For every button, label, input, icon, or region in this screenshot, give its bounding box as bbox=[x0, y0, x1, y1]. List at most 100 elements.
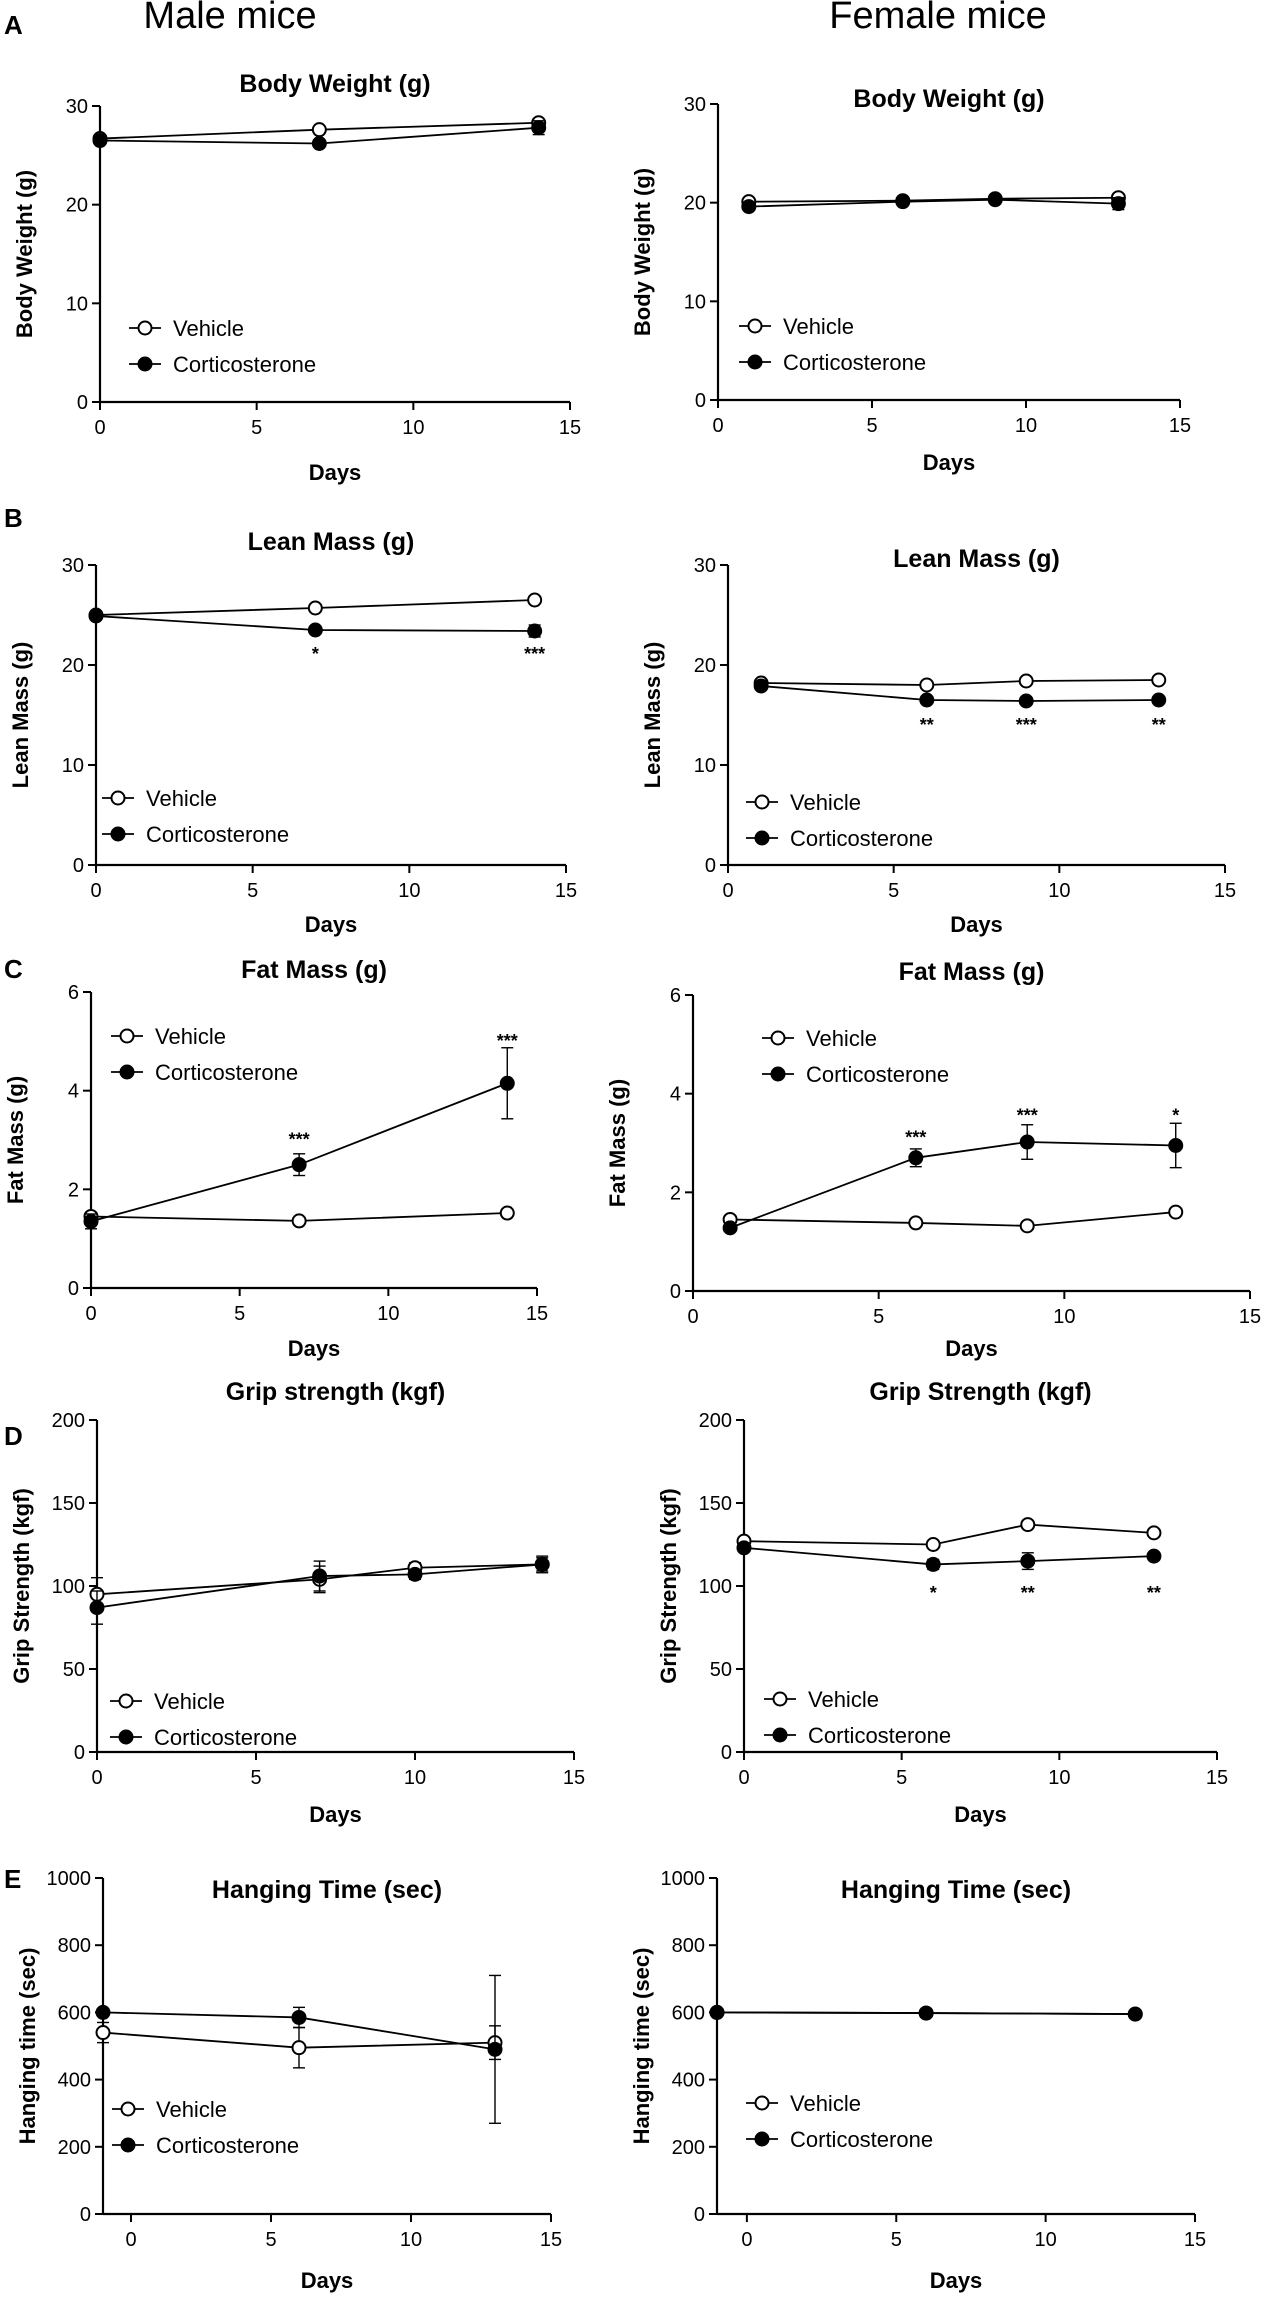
x-tick-label: 5 bbox=[234, 1303, 245, 1325]
data-point bbox=[1168, 1204, 1184, 1220]
y-tick-label: 0 bbox=[694, 2204, 705, 2226]
legend-label-vehicle: Vehicle bbox=[808, 1687, 879, 1712]
x-tick-label: 10 bbox=[377, 1303, 399, 1325]
x-tick-label: 15 bbox=[563, 1767, 585, 1789]
y-tick-label: 400 bbox=[58, 2070, 91, 2092]
y-tick-label: 400 bbox=[672, 2070, 705, 2092]
y-tick-label: 50 bbox=[63, 1659, 85, 1681]
chart-title: Lean Mass (g) bbox=[248, 528, 415, 556]
y-tick-label: 0 bbox=[77, 392, 88, 414]
x-tick-label: 10 bbox=[1048, 1767, 1070, 1789]
x-tick-label: 5 bbox=[251, 417, 262, 439]
y-tick-label: 20 bbox=[684, 193, 706, 215]
y-tick-label: 100 bbox=[699, 1576, 732, 1598]
x-tick-label: 5 bbox=[896, 1767, 907, 1789]
legend-label-corticosterone: Corticosterone bbox=[146, 822, 289, 847]
x-tick-label: 15 bbox=[1206, 1767, 1228, 1789]
data-point bbox=[709, 2004, 725, 2020]
data-point bbox=[1110, 196, 1126, 212]
data-point bbox=[95, 2004, 111, 2020]
x-tick-label: 15 bbox=[559, 417, 581, 439]
significance-marker: *** bbox=[289, 1130, 310, 1150]
x-tick-label: 0 bbox=[722, 880, 733, 902]
x-axis-label: Days bbox=[923, 450, 976, 475]
panel-letter-c: C bbox=[4, 954, 23, 984]
legend-marker-corticosterone bbox=[118, 1729, 134, 1745]
data-point bbox=[89, 1600, 105, 1616]
series-line bbox=[743, 1523, 1154, 1546]
y-tick-label: 0 bbox=[695, 390, 706, 412]
legend: Vehicle Corticosterone bbox=[111, 1024, 298, 1085]
data-point bbox=[1168, 1137, 1184, 1153]
data-point bbox=[895, 194, 911, 210]
chart-title: Grip strength (kgf) bbox=[226, 1378, 445, 1406]
y-tick-label: 600 bbox=[58, 2002, 91, 2024]
data-point bbox=[1019, 1218, 1035, 1234]
legend-label-vehicle: Vehicle bbox=[790, 790, 861, 815]
legend: Vehicle Corticosterone bbox=[102, 786, 289, 847]
data-point bbox=[919, 677, 935, 693]
y-tick-label: 0 bbox=[74, 1742, 85, 1764]
y-tick-label: 30 bbox=[694, 555, 716, 577]
series-corticosterone bbox=[83, 1047, 515, 1230]
y-tick-label: 30 bbox=[684, 94, 706, 116]
y-tick-label: 6 bbox=[670, 985, 681, 1007]
legend-marker-vehicle bbox=[110, 790, 126, 806]
series-line bbox=[748, 198, 1119, 208]
data-point bbox=[925, 1537, 941, 1552]
data-point bbox=[1019, 1134, 1035, 1150]
legend: Vehicle Corticosterone bbox=[762, 1026, 949, 1087]
data-point bbox=[1020, 1517, 1036, 1533]
chart-E-male: Hanging Time (sec) Days Hanging time (sec)… bbox=[15, 1868, 562, 2293]
legend-label-corticosterone: Corticosterone bbox=[154, 1725, 297, 1750]
legend-marker-corticosterone bbox=[754, 830, 770, 846]
x-tick-label: 5 bbox=[265, 2229, 276, 2251]
y-tick-label: 0 bbox=[670, 1281, 681, 1303]
x-tick-label: 15 bbox=[1214, 880, 1236, 902]
y-tick-label: 1000 bbox=[661, 1868, 706, 1890]
series-corticosterone bbox=[741, 192, 1126, 215]
data-point bbox=[311, 135, 327, 151]
chart-A-male: Body Weight (g) Days Body Weight (g) 0 10 20 3… bbox=[12, 70, 581, 485]
x-tick-label: 0 bbox=[90, 880, 101, 902]
legend-marker-vehicle bbox=[118, 1693, 134, 1709]
legend-label-vehicle: Vehicle bbox=[154, 1689, 225, 1714]
chart-title: Grip Strength (kgf) bbox=[869, 1378, 1091, 1406]
chart-C-male: Fat Mass (g) Days Fat Mass (g) 0 2 4 6 0 5 10 15 **… bbox=[3, 956, 548, 1361]
y-tick-label: 20 bbox=[66, 195, 88, 217]
x-tick-label: 0 bbox=[738, 1767, 749, 1789]
y-tick-label: 200 bbox=[672, 2137, 705, 2159]
y-tick-label: 0 bbox=[705, 855, 716, 877]
legend-marker-vehicle bbox=[120, 2101, 136, 2117]
x-tick-label: 10 bbox=[1048, 880, 1070, 902]
y-tick-label: 150 bbox=[52, 1493, 85, 1515]
significance-marker: *** bbox=[905, 1128, 926, 1148]
chart-D-male: Grip strength (kgf) Days Grip Strength (kg… bbox=[9, 1378, 585, 1827]
series-vehicle bbox=[736, 1517, 1162, 1552]
legend: Vehicle Corticosterone bbox=[746, 2091, 933, 2152]
data-point bbox=[307, 600, 323, 616]
panel-letter-b: B bbox=[4, 503, 23, 533]
legend-marker-vehicle bbox=[119, 1028, 135, 1044]
male-column-header: Male mice bbox=[143, 0, 316, 37]
x-axis-label: Days bbox=[930, 2268, 983, 2293]
legend-marker-corticosterone bbox=[772, 1727, 788, 1743]
x-tick-label: 5 bbox=[888, 880, 899, 902]
x-tick-label: 15 bbox=[1184, 2229, 1206, 2251]
data-point bbox=[531, 120, 547, 136]
data-point bbox=[919, 692, 935, 708]
y-tick-label: 200 bbox=[52, 1410, 85, 1432]
series-line bbox=[90, 1082, 508, 1223]
chart-title: Hanging Time (sec) bbox=[212, 1876, 442, 1904]
chart-title: Body Weight (g) bbox=[853, 85, 1044, 113]
data-point bbox=[311, 122, 327, 138]
y-tick-label: 600 bbox=[672, 2002, 705, 2024]
x-tick-label: 0 bbox=[85, 1303, 96, 1325]
x-tick-label: 0 bbox=[712, 415, 723, 437]
y-tick-label: 20 bbox=[62, 655, 84, 677]
chart-E-female: Hanging Time (sec) Days Hanging time (sec)… bbox=[629, 1868, 1206, 2293]
y-axis-label: Grip Strength (kgf) bbox=[656, 1488, 681, 1684]
series-vehicle bbox=[722, 1204, 1184, 1234]
y-axis-label: Body Weight (g) bbox=[12, 170, 37, 338]
x-tick-label: 5 bbox=[247, 880, 258, 902]
